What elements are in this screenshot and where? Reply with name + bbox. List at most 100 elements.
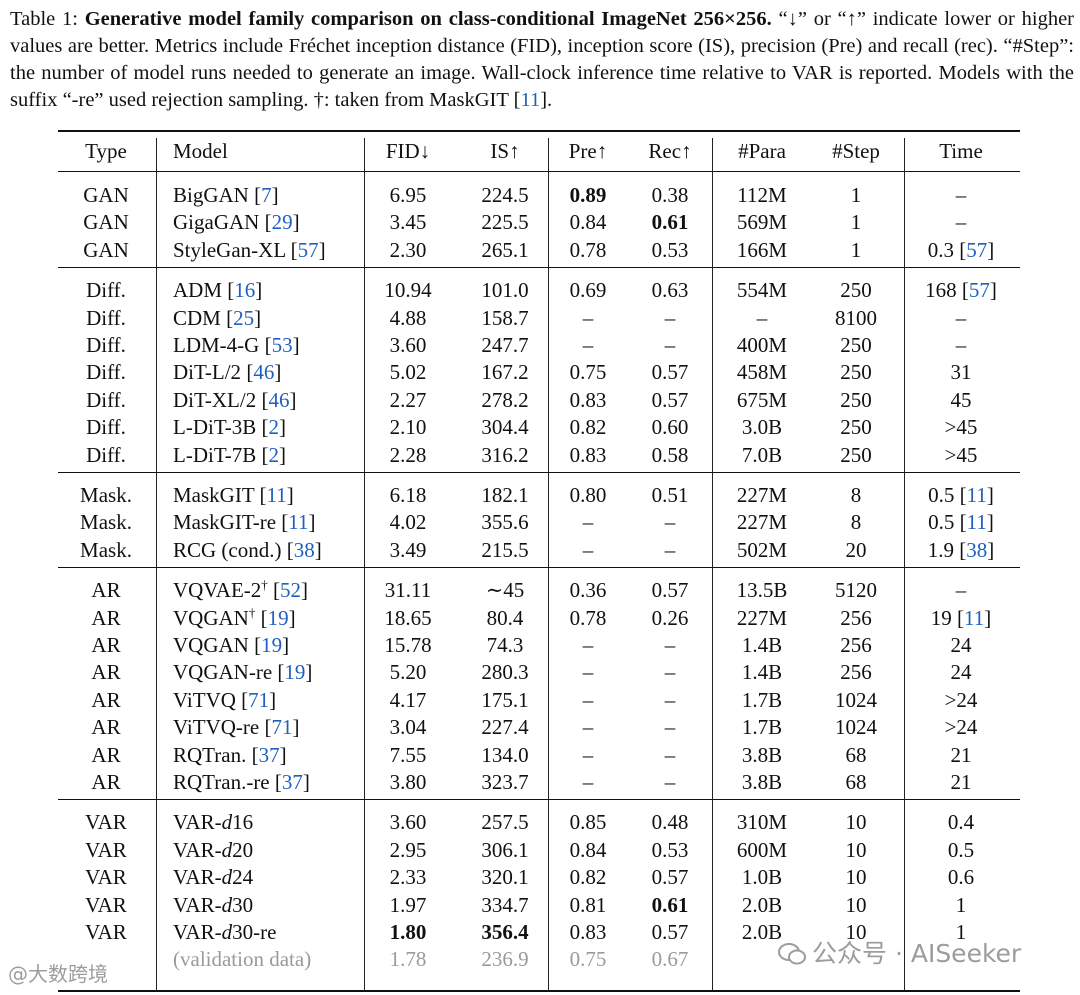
cell-rec: 0.53 — [651, 237, 689, 262]
cell-type: AR — [91, 770, 121, 794]
model-citation-link[interactable]: 11 — [288, 510, 309, 535]
cell-step: 250 — [840, 442, 872, 467]
cell-para: 1.4B — [741, 633, 783, 657]
model-citation-link[interactable]: 2 — [268, 415, 279, 440]
cell-model: VQGAN† [19] — [173, 604, 296, 630]
model-name: GigaGAN — [173, 210, 260, 235]
header-model: Model — [173, 139, 228, 163]
cell-fid: 3.60 — [389, 810, 427, 835]
cell-time: – — [955, 210, 967, 235]
model-name: (validation data) — [173, 947, 312, 972]
cell-model: BigGAN [7] — [173, 183, 279, 207]
model-citation-link[interactable]: 25 — [233, 305, 255, 330]
cell-model: DiT-L/2 [46] — [173, 360, 282, 385]
table-row: VAR 1.80 356.4 0.83 0.57 2.0B 10 1 VAR-d30-re — [58, 919, 1020, 946]
cell-type: AR — [91, 715, 121, 740]
cell-is: 175.1 — [481, 687, 529, 712]
model-citation-link[interactable]: 46 — [253, 360, 275, 385]
time-citation-link[interactable]: 11 — [966, 483, 987, 507]
cell-type: AR — [91, 633, 121, 657]
cell-time: 24 — [950, 633, 972, 657]
model-citation-link[interactable]: 19 — [261, 633, 283, 657]
model-name: VAR- — [173, 837, 222, 862]
model-name: VQGAN — [173, 605, 249, 630]
cell-pre: – — [582, 333, 594, 357]
model-citation-link[interactable]: 7 — [261, 183, 272, 207]
cell-para: 227M — [736, 483, 788, 507]
cell-rec: 0.58 — [651, 442, 689, 467]
cell-is: 80.4 — [486, 605, 524, 630]
model-citation-link[interactable]: 37 — [281, 770, 303, 794]
model-name: L-DiT-7B — [173, 442, 257, 467]
table-row: AR 3.80 323.7 – – 3.8B 68 21 RQTran.-re [37] — [58, 769, 1020, 796]
model-citation-link[interactable]: 37 — [258, 742, 280, 767]
cell-pre: 0.85 — [569, 810, 607, 835]
model-name: ViTVQ-re — [173, 715, 260, 740]
time-citation-link[interactable]: 57 — [966, 237, 988, 262]
cell-time: >45 — [944, 442, 978, 467]
model-name: VQGAN — [173, 633, 249, 657]
model-citation-link[interactable]: 71 — [271, 715, 293, 740]
cell-para: 675M — [736, 387, 788, 412]
cell-step: 8100 — [835, 305, 877, 330]
cell-model: CDM [25] — [173, 305, 262, 330]
cell-pre: 0.82 — [569, 415, 607, 440]
cell-step: 1 — [850, 237, 862, 262]
cell-step: 8 — [850, 483, 862, 507]
cell-pre: 0.81 — [569, 892, 607, 917]
cell-fid: 3.45 — [389, 210, 427, 235]
cell-fid: 2.27 — [389, 387, 427, 412]
model-citation-link[interactable]: 19 — [267, 605, 289, 630]
model-name: RCG (cond.) — [173, 537, 282, 562]
table-row: AR 15.78 74.3 – – 1.4B 256 24 VQGAN [19] — [58, 632, 1020, 659]
cell-time: 1 — [955, 892, 967, 917]
model-name: CDM — [173, 305, 221, 330]
model-citation-link[interactable]: 71 — [248, 687, 270, 712]
model-citation-link[interactable]: 19 — [284, 660, 306, 685]
model-citation-link[interactable]: 16 — [234, 278, 256, 303]
model-citation-link[interactable]: 29 — [271, 210, 293, 235]
cell-is: 224.5 — [481, 183, 529, 207]
model-citation-link[interactable]: 2 — [268, 442, 279, 467]
cell-fid: 15.78 — [384, 633, 432, 657]
cell-pre: – — [582, 742, 594, 767]
cell-step: 10 — [845, 865, 867, 890]
cell-step: 250 — [840, 387, 872, 412]
cell-step: 8 — [850, 510, 862, 535]
time-citation-link[interactable]: 11 — [966, 510, 987, 535]
cell-type: VAR — [85, 865, 127, 890]
cell-type: VAR — [85, 810, 127, 835]
cell-is: 356.4 — [481, 920, 529, 944]
table-row: Diff. 3.60 247.7 – – 400M 250 – LDM-4-G [53] — [58, 332, 1020, 359]
time-citation-link[interactable]: 57 — [968, 278, 990, 303]
model-depth: 20 — [232, 837, 254, 862]
time-citation-link[interactable]: 11 — [964, 605, 985, 630]
time-citation-link[interactable]: 38 — [966, 537, 988, 562]
cell-type: AR — [91, 742, 121, 767]
watermark-right: 公众号 · AISeeker — [778, 934, 1021, 970]
cell-para: 3.0B — [741, 415, 783, 440]
cell-fid: 5.20 — [389, 660, 427, 685]
cell-time: >45 — [944, 415, 978, 440]
header-para: #Para — [738, 139, 786, 163]
model-citation-link[interactable]: 52 — [280, 578, 302, 603]
model-citation-link[interactable]: 53 — [271, 333, 293, 357]
caption-citation-link[interactable]: 11 — [520, 89, 541, 111]
table-row: AR 4.17 175.1 – – 1.7B 1024 >24 ViTVQ [71] — [58, 687, 1020, 714]
group-rule — [58, 566, 1020, 568]
cell-pre: 0.36 — [569, 578, 607, 603]
cell-para: 3.8B — [741, 770, 783, 794]
model-citation-link[interactable]: 57 — [297, 237, 319, 262]
cell-fid: 5.02 — [389, 360, 427, 385]
cell-time: 0.5 — [947, 837, 975, 862]
cell-fid: 1.80 — [389, 920, 427, 944]
model-name: VAR- — [173, 892, 222, 917]
cell-para: 1.0B — [741, 865, 783, 890]
cell-pre: 0.82 — [569, 865, 607, 890]
model-citation-link[interactable]: 46 — [268, 387, 290, 412]
model-citation-link[interactable]: 11 — [266, 483, 287, 507]
cell-para: 13.5B — [736, 578, 788, 603]
cell-time: 0.5 [11] — [928, 510, 994, 535]
cell-step: 250 — [840, 333, 872, 357]
model-citation-link[interactable]: 38 — [293, 537, 315, 562]
